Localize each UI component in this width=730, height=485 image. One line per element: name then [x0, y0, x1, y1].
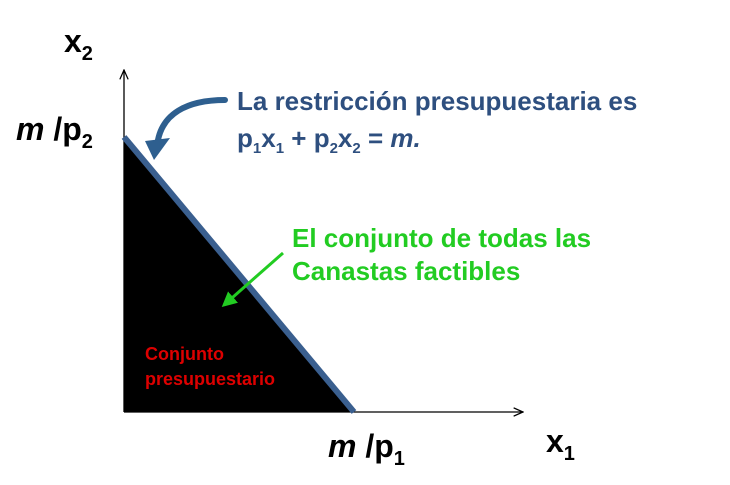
feasible-label-line1: El conjunto de todas las — [292, 223, 591, 253]
x-intercept-label: m /p1 — [328, 428, 405, 470]
region-label-line2: presupuestario — [145, 369, 275, 389]
x-axis-label: x1 — [546, 423, 575, 465]
y-axis-label: x2 — [64, 23, 93, 65]
constraint-curved-arrow — [155, 97, 228, 143]
region-label-line1: Conjunto — [145, 344, 224, 364]
constraint-equation: p1x1 + p2x2 = m. — [237, 123, 421, 157]
y-intercept-label: m /p2 — [16, 111, 93, 153]
feasible-label-line2: Canastas factibles — [292, 256, 520, 286]
constraint-arrowhead — [145, 138, 170, 160]
feasible-arrow — [221, 251, 284, 307]
budget-line — [121, 135, 357, 414]
constraint-label-line1: La restricción presupuestaria es — [237, 86, 637, 116]
